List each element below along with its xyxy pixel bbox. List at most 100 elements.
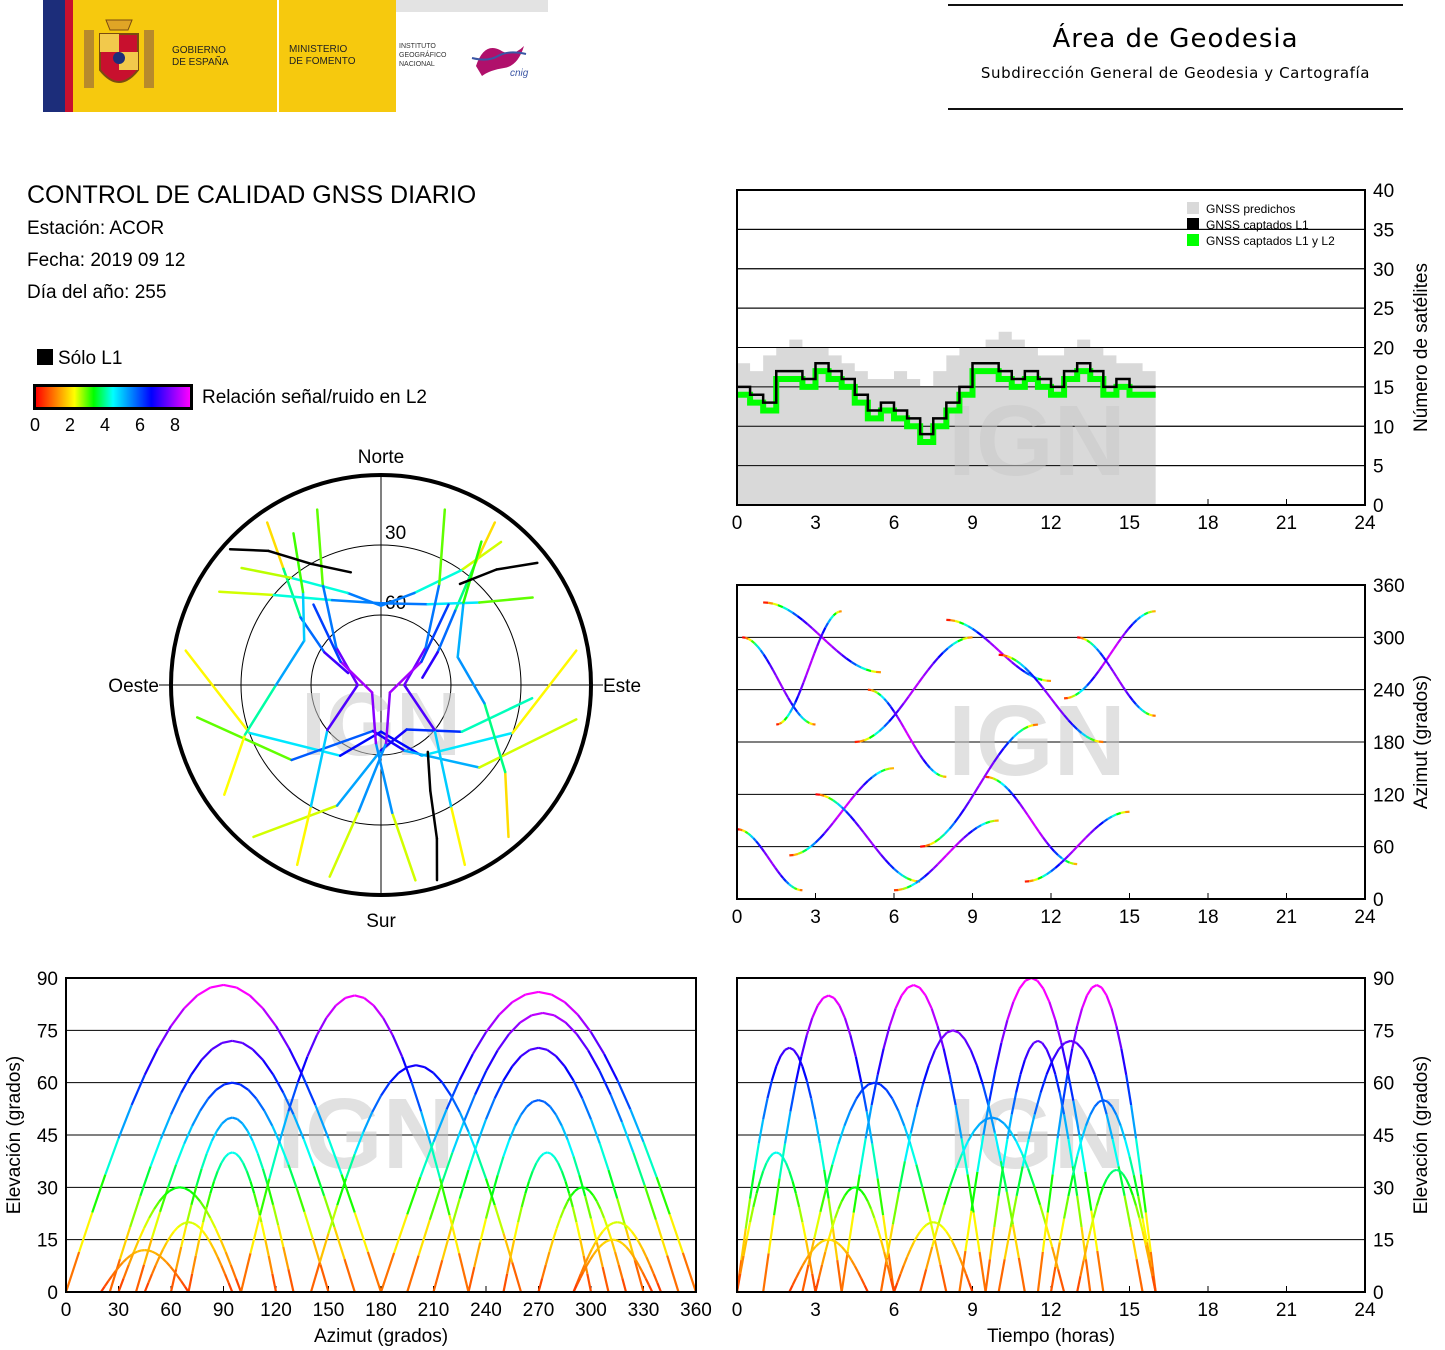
elevation-pass-segment — [861, 1083, 870, 1091]
elevation-track-segment — [268, 1143, 280, 1179]
elevation-track-segment — [255, 1097, 266, 1112]
elevation-track-segment — [560, 1170, 567, 1182]
azimuth-track-segment — [876, 770, 882, 775]
satellite-track-segment — [309, 728, 329, 808]
elevation-track-segment — [175, 1143, 186, 1165]
elevation-pass-segment — [1096, 984, 1103, 989]
elevation-track-segment — [137, 1249, 142, 1253]
elevation-pass-segment — [765, 1156, 771, 1164]
elevation-pass-segment — [1054, 1242, 1061, 1268]
elevation-track-segment — [666, 1255, 680, 1293]
azimuth-track-segment — [1131, 699, 1137, 706]
azimuth-track-segment — [992, 754, 1000, 763]
elevation-track-segment — [287, 1081, 299, 1112]
elevation-pass-segment — [939, 1264, 948, 1293]
azimuth-track-segment — [968, 792, 976, 802]
azimuth-track-segment — [797, 689, 802, 697]
elevation-track-segment — [242, 1162, 248, 1172]
elevation-track-segment — [555, 1217, 562, 1229]
azimuth-track-segment — [963, 800, 971, 810]
elevation-pass-segment — [1066, 1048, 1074, 1076]
date-label: Fecha: 2019 09 12 — [27, 250, 186, 271]
azimuth-track-segment — [829, 614, 835, 620]
x-tick-label: 330 — [628, 1300, 660, 1321]
satellite-track-segment — [371, 729, 407, 753]
y-tick-label: 20 — [1373, 339, 1394, 360]
elevation-track-segment — [103, 1280, 110, 1288]
elevation-pass-segment — [997, 1259, 1006, 1293]
elevation-track-segment — [605, 1223, 611, 1229]
x-tick-label: 180 — [365, 1300, 397, 1321]
azimuth-track-segment — [757, 843, 763, 849]
y-tick-label: 120 — [1373, 785, 1405, 806]
satellite-track-segment — [495, 561, 539, 571]
elevation-track-segment — [511, 1262, 523, 1293]
elevation-track-segment — [179, 1186, 186, 1190]
azimuth-track-segment — [1086, 639, 1091, 644]
satellite-track-segment — [240, 566, 293, 580]
elevation-track-segment — [490, 1174, 499, 1197]
elevation-pass-segment — [870, 1074, 879, 1106]
elevation-pass-segment — [1045, 1048, 1053, 1061]
y-tick-label: 30 — [1373, 260, 1394, 281]
y-tick-label: 30 — [37, 1178, 58, 1199]
elevation-pass-segment — [1064, 1039, 1071, 1044]
svg-text:cnig: cnig — [510, 68, 529, 79]
x-tick-label: 270 — [523, 1300, 555, 1321]
snr-tick: 2 — [64, 415, 75, 435]
azimuth-track-segment — [1038, 831, 1044, 838]
elevation-pass-segment — [896, 1273, 902, 1284]
azimuth-track-segment — [849, 794, 856, 802]
elevation-pass-segment — [840, 1194, 846, 1202]
elevation-track-segment — [623, 1223, 629, 1229]
elevation-track-segment — [137, 1227, 146, 1241]
azimuth-track-segment — [1080, 636, 1085, 640]
elevation-track-segment — [668, 1213, 684, 1254]
elevation-track-segment — [220, 1156, 226, 1164]
plot-border — [65, 977, 697, 1293]
elevation-pass-segment — [755, 1180, 761, 1194]
elevation-track-segment — [388, 1072, 400, 1084]
azimuth-track-segment — [1143, 611, 1149, 616]
elevation-track-segment — [169, 1230, 175, 1238]
elevation-pass-segment — [1123, 1195, 1132, 1228]
elevation-pass-segment — [913, 983, 921, 989]
azimuth-track-segment — [1122, 686, 1128, 693]
elevation-track-segment — [382, 1017, 394, 1036]
azimuth-track-segment — [1067, 695, 1073, 700]
elevation-track-segment — [162, 1258, 168, 1264]
x-tick-label: 60 — [160, 1300, 181, 1321]
elevation-track-segment — [129, 1252, 135, 1257]
satellite-track-segment — [309, 562, 353, 574]
satellite-track-segment — [184, 649, 251, 735]
azimuth-track-segment — [1050, 697, 1057, 705]
azimuth-track-segment — [878, 725, 885, 732]
azimuth-track-segment — [786, 712, 791, 718]
azimuth-track-segment — [1147, 610, 1153, 614]
elevation-pass-segment — [819, 1187, 828, 1213]
azimuth-track-segment — [1072, 724, 1078, 731]
elevation-track-segment — [407, 1064, 417, 1069]
elevation-pass-segment — [968, 1282, 974, 1293]
azimuth-track-segment — [1006, 655, 1013, 660]
elevation-pass-segment — [1023, 1048, 1031, 1061]
azimuth-track-segment — [954, 619, 960, 624]
x-tick-label: 18 — [1197, 1300, 1218, 1321]
elevation-pass-segment — [1082, 1245, 1089, 1261]
satellite-track-segment — [248, 731, 342, 757]
elevation-pass-segment — [1091, 984, 1098, 989]
azimuth-track-segment — [747, 637, 752, 642]
elevation-track-segment — [306, 1034, 318, 1058]
elevation-track-segment — [406, 1176, 422, 1215]
elevation-track-segment — [546, 1048, 557, 1057]
elevation-track-segment — [336, 1178, 348, 1206]
elevation-pass-segment — [860, 1082, 868, 1112]
azimuth-track-segment — [1092, 644, 1098, 650]
elevation-track-segment — [592, 1194, 598, 1202]
elevation-pass-segment — [1141, 1218, 1149, 1243]
elevation-pass-segment — [1061, 1074, 1069, 1106]
elevation-pass-segment — [840, 1245, 846, 1252]
elevation-pass-segment — [854, 1186, 859, 1190]
elevation-pass-segment — [1148, 1260, 1154, 1277]
azimuth-track-segment — [1116, 637, 1123, 645]
